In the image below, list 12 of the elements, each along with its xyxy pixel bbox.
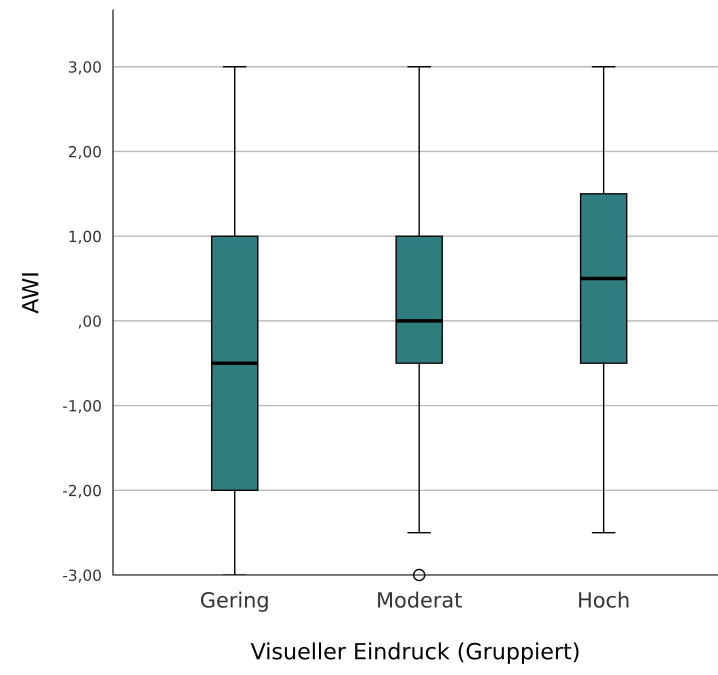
x-tick-label: Moderat xyxy=(378,592,462,608)
y-tick-label: -3,00 xyxy=(63,569,101,583)
y-tick-label: 3,00 xyxy=(69,61,101,74)
y-axis-title: AWI xyxy=(22,273,38,314)
y-tick-label: 2,00 xyxy=(68,146,101,160)
y-tick-label: -1,00 xyxy=(63,400,101,414)
x-tick-label: Gering xyxy=(201,592,268,612)
x-tick-label: Hoch xyxy=(579,592,628,608)
y-tick-label: ,00 xyxy=(78,315,101,328)
y-tick-label: -2,00 xyxy=(63,484,101,498)
y-tick-label: 1,00 xyxy=(70,230,101,244)
x-axis-title: Visueller Eindruck (Gruppiert) xyxy=(250,642,579,664)
